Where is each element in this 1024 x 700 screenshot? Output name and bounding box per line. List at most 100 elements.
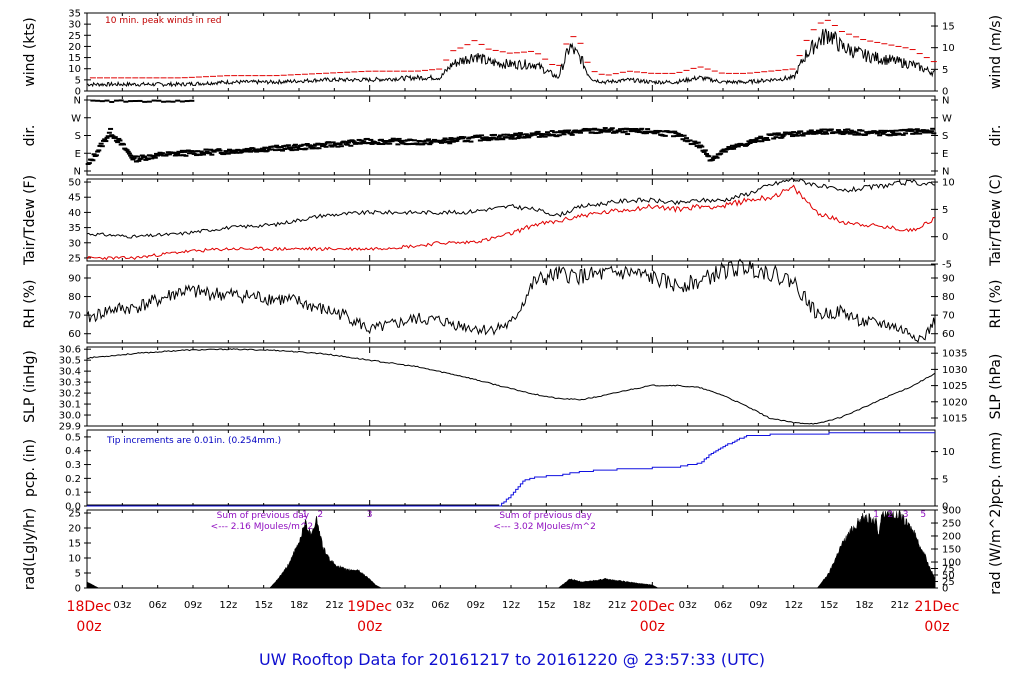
right-tick-label: 60: [942, 329, 955, 340]
right-tick-label: 10: [942, 178, 955, 189]
wind-annotation: 10 min. peak winds in red: [105, 16, 222, 26]
left-tick-label: 20: [68, 42, 81, 53]
hour-tick-label: 12z: [502, 600, 520, 611]
right-tick-label: 200: [942, 531, 961, 542]
right-axis-title: SLP (hPa): [988, 354, 1004, 420]
right-tick-label: 1020: [942, 397, 967, 408]
rh-line: [86, 258, 936, 343]
day-label: 18Dec: [67, 599, 112, 615]
right-tick-label: 5: [942, 474, 948, 485]
precip-line: [87, 432, 935, 507]
right-tick-label: 70: [942, 311, 955, 322]
right-tick-label: 0: [942, 87, 948, 98]
right-tick-label: N: [942, 96, 949, 107]
hour-tick-label: 12z: [219, 600, 237, 611]
left-axis-title: wind (kts): [22, 17, 38, 86]
left-axis-title: Tair/Tdew (F): [22, 175, 38, 266]
left-tick-label: 15: [68, 539, 81, 550]
right-tick-label: 10: [942, 43, 955, 54]
rad-marker: 2: [887, 510, 893, 520]
right-tick-label: 80: [942, 292, 955, 303]
right-tick-label: 50: [942, 570, 955, 581]
day-label: 21Dec: [915, 599, 960, 615]
right-axis-title: RH (%): [988, 280, 1004, 329]
right-tick-label: 5: [942, 65, 948, 76]
right-axis-title: dir.: [988, 125, 1004, 147]
rad-sum-value: <--- 3.02 MJoules/m^2: [493, 522, 595, 532]
rad-sum-label: Sum of previous day: [217, 511, 310, 521]
left-tick-label: 30.0: [59, 411, 81, 422]
panel-frame: [86, 346, 936, 427]
panel-frame: [86, 178, 936, 262]
left-axis-title: dir.: [22, 125, 38, 147]
left-tick-label: 20: [68, 524, 81, 535]
day-sub-label: 00z: [640, 619, 665, 635]
hour-tick-label: 06z: [431, 600, 449, 611]
left-tick-label: 0.1: [65, 488, 81, 499]
right-tick-label: 75: [942, 564, 955, 575]
hour-tick-label: 15z: [820, 600, 838, 611]
right-axis-title: wind (m/s): [988, 15, 1004, 89]
left-tick-label: 90: [68, 274, 81, 285]
left-tick-label: E: [75, 149, 81, 160]
right-tick-label: 150: [942, 545, 961, 556]
panel-pcp: 0.0 0.1 0.2 0.3 0.4 0.5 0 5 10 Tip increments are…: [22, 429, 1004, 513]
left-tick-label: 70: [68, 311, 81, 322]
left-axis-title: SLP (inHg): [22, 350, 38, 423]
left-tick-label: 30.1: [59, 400, 81, 411]
left-axis-title: rad(Lgly/hr): [22, 508, 38, 590]
rad-marker: 1: [873, 510, 879, 520]
left-tick-label: N: [74, 96, 81, 107]
left-tick-label: 0.4: [65, 446, 81, 457]
day-sub-label: 00z: [357, 619, 382, 635]
right-axis-title: Tair/Tdew (C): [988, 174, 1004, 267]
right-tick-label: 1030: [942, 365, 967, 376]
left-tick-label: 5: [75, 569, 81, 580]
day-sub-label: 00z: [924, 619, 949, 635]
dewpoint-line: [86, 184, 936, 261]
right-tick-label: 0: [942, 232, 948, 243]
hour-tick-label: 18z: [855, 600, 873, 611]
panel-slp: 29.930.030.130.230.330.430.530.6 1015 1020…: [22, 345, 1004, 433]
hour-tick-label: 03z: [113, 600, 131, 611]
left-tick-label: 35: [68, 223, 81, 234]
left-tick-label: W: [71, 113, 81, 124]
left-tick-label: 30.6: [59, 345, 81, 356]
air-temp-line: [86, 177, 936, 239]
hour-tick-label: 15z: [255, 600, 273, 611]
hour-tick-label: 12z: [785, 600, 803, 611]
left-tick-label: 25: [68, 509, 81, 520]
left-tick-label: N: [74, 167, 81, 178]
left-tick-label: 30.4: [59, 367, 81, 378]
left-tick-label: 40: [68, 208, 81, 219]
time-axis: 03z 06z 09z 12z 15z 18z 21z 03z 06z 09z 12z 15z 18z 2…: [67, 599, 960, 635]
right-tick-label: 250: [942, 519, 961, 530]
pcp-annotation: Tip increments are 0.01in. (0.254mm.): [106, 436, 281, 446]
radiation-area: [86, 510, 936, 589]
hour-tick-label: 03z: [396, 600, 414, 611]
left-tick-label: 10: [68, 554, 81, 565]
left-tick-label: 5: [75, 75, 81, 86]
left-tick-label: 0.2: [65, 474, 81, 485]
chart-title: UW Rooftop Data for 20161217 to 20161220…: [259, 650, 765, 669]
right-tick-label: 100: [942, 558, 961, 569]
hour-tick-label: 15z: [537, 600, 555, 611]
right-tick-label: 0: [942, 584, 948, 595]
left-tick-label: 50: [68, 178, 81, 189]
left-tick-label: 0.3: [65, 460, 81, 471]
right-tick-label: 25: [942, 577, 955, 588]
wind-series-line: [86, 28, 936, 88]
right-axis-title: rad (W/m^2): [988, 503, 1004, 594]
left-axis-title: RH (%): [22, 280, 38, 329]
hour-tick-label: 09z: [467, 600, 485, 611]
rad-sum-label: Sum of previous day: [499, 511, 592, 521]
right-tick-label: 0: [942, 502, 948, 513]
left-tick-label: 30: [68, 20, 81, 31]
left-tick-label: 10: [68, 64, 81, 75]
left-tick-label: S: [75, 131, 81, 142]
left-tick-label: 60: [68, 329, 81, 340]
